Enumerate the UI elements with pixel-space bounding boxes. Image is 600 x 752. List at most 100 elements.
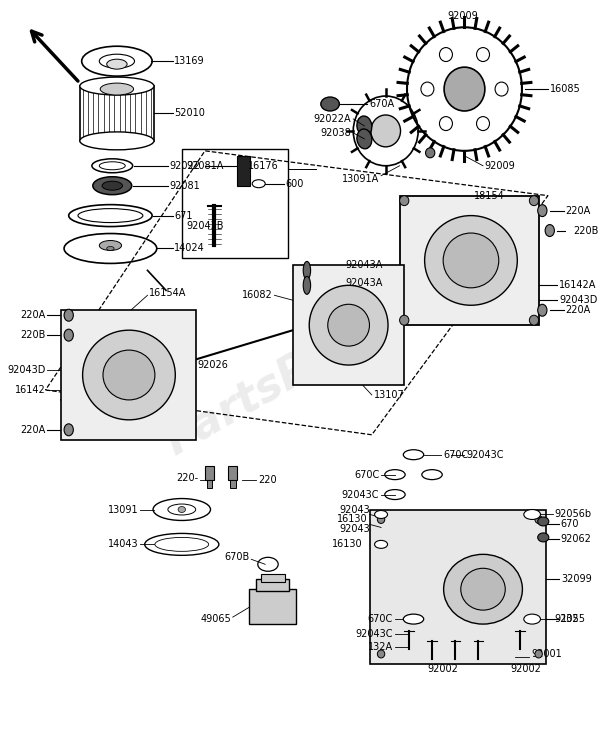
Circle shape bbox=[495, 82, 508, 96]
Text: 92043D: 92043D bbox=[7, 365, 46, 375]
Bar bbox=[293, 265, 404, 385]
Text: 32099: 32099 bbox=[561, 575, 592, 584]
Text: 14043: 14043 bbox=[107, 539, 138, 550]
Ellipse shape bbox=[64, 424, 73, 435]
Text: 220B: 220B bbox=[20, 330, 46, 340]
Text: 92081: 92081 bbox=[170, 180, 200, 191]
Ellipse shape bbox=[99, 241, 122, 250]
Text: 92002: 92002 bbox=[427, 664, 458, 674]
Ellipse shape bbox=[538, 533, 549, 542]
Ellipse shape bbox=[545, 225, 554, 237]
Ellipse shape bbox=[403, 614, 424, 624]
Text: 92043: 92043 bbox=[339, 505, 370, 514]
Text: 13169: 13169 bbox=[175, 56, 205, 66]
Ellipse shape bbox=[103, 350, 155, 400]
Ellipse shape bbox=[309, 285, 388, 365]
Text: 132: 132 bbox=[561, 614, 580, 624]
Text: 600: 600 bbox=[286, 179, 304, 189]
Ellipse shape bbox=[374, 541, 388, 548]
Ellipse shape bbox=[538, 305, 547, 317]
Ellipse shape bbox=[385, 490, 405, 499]
Circle shape bbox=[421, 82, 434, 96]
Text: 92001: 92001 bbox=[531, 649, 562, 659]
Ellipse shape bbox=[99, 54, 134, 68]
Circle shape bbox=[371, 115, 401, 147]
Ellipse shape bbox=[145, 533, 219, 555]
Ellipse shape bbox=[303, 277, 311, 294]
Ellipse shape bbox=[168, 504, 196, 515]
Text: 92043C: 92043C bbox=[342, 490, 379, 499]
Text: 49065: 49065 bbox=[200, 614, 231, 624]
Ellipse shape bbox=[461, 569, 505, 610]
Ellipse shape bbox=[400, 315, 409, 325]
Text: 52010: 52010 bbox=[175, 108, 205, 118]
Text: 670C: 670C bbox=[354, 470, 379, 480]
Ellipse shape bbox=[321, 97, 340, 111]
Text: 92002: 92002 bbox=[511, 664, 542, 674]
Ellipse shape bbox=[92, 159, 133, 173]
Ellipse shape bbox=[178, 507, 185, 513]
Ellipse shape bbox=[425, 148, 435, 158]
Circle shape bbox=[439, 47, 452, 62]
Text: 92009: 92009 bbox=[448, 11, 479, 21]
Ellipse shape bbox=[377, 650, 385, 658]
Text: 16142: 16142 bbox=[15, 385, 46, 395]
Text: 670A: 670A bbox=[369, 99, 394, 109]
Text: 16176: 16176 bbox=[248, 161, 279, 171]
Ellipse shape bbox=[64, 329, 73, 341]
Ellipse shape bbox=[400, 196, 409, 205]
Bar bbox=[256, 579, 289, 591]
Text: PartsRepro: PartsRepro bbox=[158, 288, 419, 464]
Text: 92043A: 92043A bbox=[346, 260, 383, 271]
Ellipse shape bbox=[100, 83, 134, 95]
Text: 220-: 220- bbox=[176, 472, 199, 483]
Text: 92009: 92009 bbox=[485, 161, 515, 171]
Bar bbox=[230, 480, 236, 487]
Circle shape bbox=[439, 117, 452, 131]
Text: 220: 220 bbox=[258, 475, 277, 484]
Text: 92055: 92055 bbox=[554, 614, 586, 624]
Ellipse shape bbox=[328, 305, 370, 346]
Ellipse shape bbox=[80, 77, 154, 95]
Ellipse shape bbox=[529, 315, 539, 325]
Ellipse shape bbox=[153, 499, 211, 520]
Ellipse shape bbox=[377, 515, 385, 523]
Text: 16130: 16130 bbox=[337, 514, 367, 524]
Ellipse shape bbox=[78, 208, 143, 223]
Circle shape bbox=[476, 117, 490, 131]
Ellipse shape bbox=[258, 557, 278, 572]
Ellipse shape bbox=[538, 517, 549, 526]
Circle shape bbox=[476, 47, 490, 62]
Text: 670: 670 bbox=[561, 520, 580, 529]
Ellipse shape bbox=[443, 554, 523, 624]
Ellipse shape bbox=[529, 196, 539, 205]
Ellipse shape bbox=[64, 309, 73, 321]
Ellipse shape bbox=[443, 233, 499, 288]
Ellipse shape bbox=[69, 205, 152, 226]
Text: 92022: 92022 bbox=[170, 161, 201, 171]
Bar bbox=[260, 575, 284, 582]
Text: 92022A: 92022A bbox=[314, 114, 352, 124]
Ellipse shape bbox=[155, 538, 209, 551]
Text: 13091A: 13091A bbox=[342, 174, 379, 183]
Bar bbox=[207, 480, 212, 487]
Bar bbox=[205, 465, 214, 480]
Ellipse shape bbox=[82, 46, 152, 76]
Text: 16085: 16085 bbox=[550, 84, 581, 94]
Text: 16142A: 16142A bbox=[559, 280, 596, 290]
Ellipse shape bbox=[357, 116, 372, 136]
Ellipse shape bbox=[385, 470, 405, 480]
Ellipse shape bbox=[83, 330, 175, 420]
Ellipse shape bbox=[107, 59, 127, 69]
Text: 220A: 220A bbox=[20, 311, 46, 320]
Text: 16154A: 16154A bbox=[149, 288, 187, 299]
Ellipse shape bbox=[374, 511, 388, 518]
Bar bbox=[228, 465, 238, 480]
Ellipse shape bbox=[535, 650, 542, 658]
Bar bbox=[250, 590, 296, 624]
Text: 671: 671 bbox=[175, 211, 193, 220]
Text: 14024: 14024 bbox=[175, 244, 205, 253]
Text: 220A: 220A bbox=[566, 305, 591, 315]
Ellipse shape bbox=[538, 205, 547, 217]
Ellipse shape bbox=[107, 247, 114, 250]
